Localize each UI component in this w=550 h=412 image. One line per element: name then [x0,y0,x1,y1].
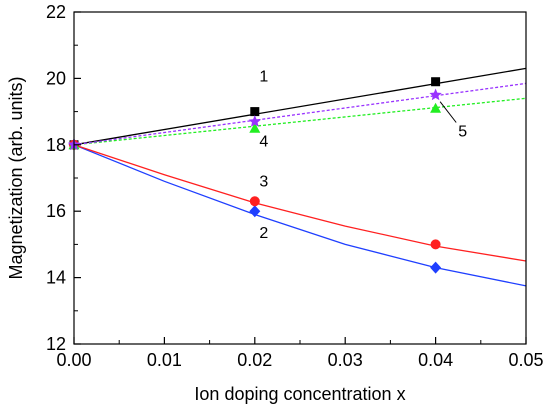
series-5-line [73,82,527,146]
series-5-marker [429,88,442,101]
x-tick-label: 0.05 [508,350,543,370]
y-tick-label: 20 [46,68,66,88]
series-4-marker [249,122,261,133]
curve-label-2: 2 [259,225,268,242]
series-4-line [73,97,527,146]
series-3-marker [430,239,441,250]
curve-label-3: 3 [259,173,268,190]
curve-label-5: 5 [458,124,467,141]
y-tick-label: 14 [46,268,66,288]
x-tick-label: 0.03 [328,350,363,370]
y-tick-label: 16 [46,201,66,221]
series-2-line [73,144,527,287]
x-tick-label: 0.00 [56,350,91,370]
y-axis-title: Magnetization (arb. units) [6,76,26,279]
curve-label-pointer [439,101,457,123]
x-tick-label: 0.02 [237,350,272,370]
x-axis-title: Ion doping concentration x [194,384,405,404]
series-5-marker [248,115,261,127]
series-2-marker [430,261,442,274]
y-tick-label: 22 [46,2,66,22]
x-tick-label: 0.01 [147,350,182,370]
curve-label-1: 1 [259,69,268,86]
x-tick-label: 0.04 [418,350,453,370]
plot-frame [73,11,527,345]
series-1-marker [250,107,260,117]
markers-layer [67,77,442,274]
series-1-line [73,67,527,146]
series-1-marker [431,77,441,87]
series-4-marker [430,102,442,113]
curve-label-4: 4 [259,133,268,150]
curves-layer [73,67,527,287]
y-tick-label: 12 [46,334,66,354]
annotations-layer: 1 3 2 4 5 [259,69,467,242]
y-tick-label: 18 [46,135,66,155]
series-3-marker [249,196,260,207]
series-2-marker [249,205,261,218]
series-3-line [73,144,527,262]
